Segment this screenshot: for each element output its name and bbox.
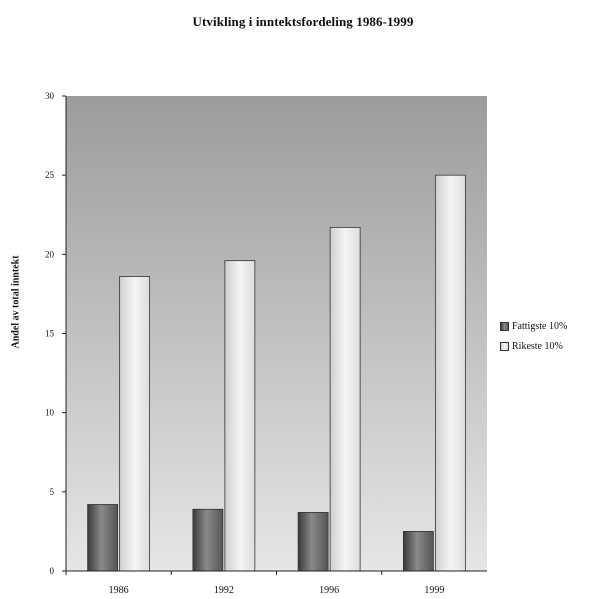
bar-rikeste-1986: [119, 276, 151, 572]
bar-fattigste-1986: [87, 504, 119, 572]
y-tick-label: 5: [50, 487, 55, 497]
y-tick-label: 10: [45, 408, 55, 418]
legend-swatch-rikeste: [500, 341, 509, 351]
x-tick-label: 1996: [319, 585, 339, 596]
legend-label-fattigste: Fattigste 10%: [512, 320, 568, 332]
bar-fattigste-1992: [192, 508, 224, 572]
x-tick-label: 1999: [424, 585, 444, 596]
bar-rikeste-1992: [224, 260, 256, 572]
bar-fattigste-1999: [402, 531, 434, 572]
bar-rikeste-1999: [434, 174, 466, 572]
y-tick-label: 30: [45, 91, 55, 101]
x-tick-label: 1986: [109, 585, 129, 596]
legend-item-fattigste: Fattigste 10%: [500, 318, 567, 334]
y-tick-label: 0: [50, 566, 55, 576]
y-tick-label: 25: [45, 170, 55, 180]
legend-item-rikeste: Rikeste 10%: [500, 338, 567, 354]
x-tick-label: 1992: [214, 585, 234, 596]
bar-rikeste-1996: [329, 227, 361, 572]
legend-swatch-fattigste: [500, 321, 509, 331]
y-tick-label: 15: [45, 329, 55, 339]
y-tick-label: 20: [45, 249, 55, 259]
chart-title: Utvikling i inntektsfordeling 1986-1999: [192, 14, 414, 29]
legend-label-rikeste: Rikeste 10%: [512, 340, 563, 352]
legend: Fattigste 10% Rikeste 10%: [500, 318, 567, 358]
bar-fattigste-1996: [297, 512, 329, 572]
